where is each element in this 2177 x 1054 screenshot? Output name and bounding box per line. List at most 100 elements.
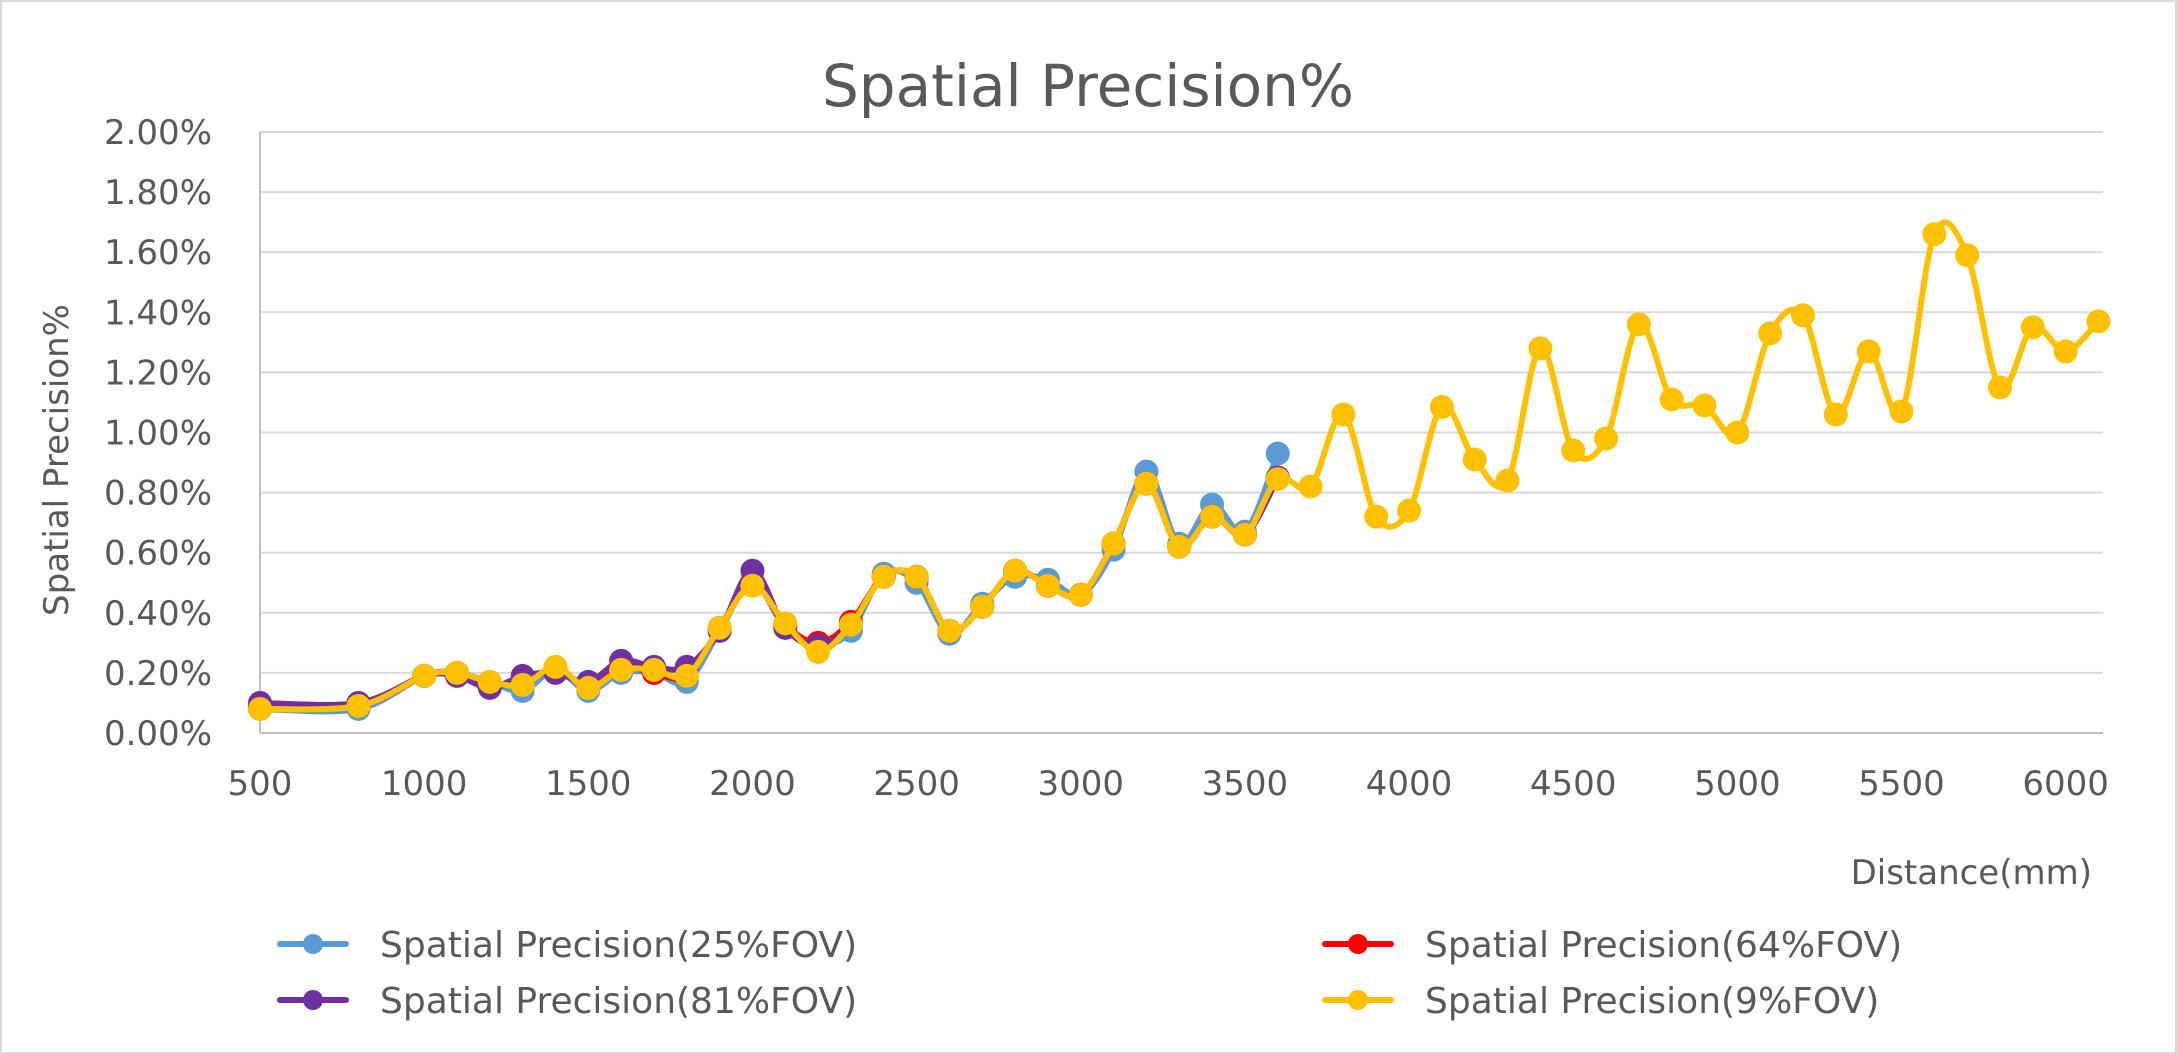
data-point xyxy=(1200,504,1225,529)
data-point xyxy=(1265,467,1290,492)
data-point xyxy=(2086,309,2111,334)
data-point xyxy=(641,657,666,682)
y-tick-label: 1.20% xyxy=(104,353,212,393)
legend-dot-marker xyxy=(303,934,323,954)
data-point xyxy=(937,618,962,643)
x-axis-label: Distance(mm) xyxy=(1851,853,2092,893)
data-point xyxy=(248,696,272,721)
data-point xyxy=(773,611,798,636)
data-point xyxy=(1528,336,1553,361)
legend-label: Spatial Precision(81%FOV) xyxy=(380,981,857,1022)
x-tick-label: 5000 xyxy=(1694,764,1781,804)
data-point xyxy=(1101,531,1126,556)
y-tick-label: 0.60% xyxy=(104,534,212,574)
legend-dot-marker xyxy=(1348,990,1368,1010)
x-tick-label: 2000 xyxy=(709,764,796,804)
x-tick-label: 3000 xyxy=(1037,764,1124,804)
data-point xyxy=(1462,447,1487,472)
data-point xyxy=(1331,402,1356,427)
data-point xyxy=(1035,573,1060,598)
data-point xyxy=(1561,438,1586,463)
data-point xyxy=(871,564,896,589)
y-tick-label: 1.60% xyxy=(104,233,212,273)
legend-item: Spatial Precision(81%FOV) xyxy=(277,981,857,1022)
data-point xyxy=(1692,393,1717,418)
data-point xyxy=(1725,420,1750,445)
data-point xyxy=(1856,339,1881,364)
legend-item: Spatial Precision(9%FOV) xyxy=(1322,981,1879,1022)
data-point xyxy=(543,654,568,679)
data-point xyxy=(1987,375,2012,400)
data-point xyxy=(1167,534,1192,559)
x-tick-label: 2500 xyxy=(873,764,960,804)
series-layer xyxy=(248,219,2111,721)
data-point xyxy=(1791,303,1816,328)
gridlines xyxy=(260,131,2103,674)
data-point xyxy=(674,663,699,688)
data-point xyxy=(510,672,535,697)
data-point xyxy=(1495,468,1520,493)
data-point xyxy=(1594,426,1619,451)
data-point xyxy=(806,639,831,664)
data-point xyxy=(707,615,732,640)
data-point xyxy=(412,663,437,688)
y-tick-label: 2.00% xyxy=(104,113,212,153)
data-point xyxy=(904,564,929,589)
legend-dot-marker xyxy=(303,990,323,1010)
data-point xyxy=(2053,339,2078,364)
legend-dot-marker xyxy=(1348,934,1368,954)
legend-label: Spatial Precision(25%FOV) xyxy=(380,925,857,966)
x-tick-label: 5500 xyxy=(1858,764,1945,804)
data-point xyxy=(1397,498,1422,523)
series-3 xyxy=(248,219,2111,721)
data-point xyxy=(346,693,371,718)
data-point xyxy=(444,660,469,685)
y-tick-label: 1.80% xyxy=(104,173,212,213)
data-point xyxy=(1232,522,1257,547)
data-point xyxy=(1364,504,1389,529)
y-tick-label: 0.40% xyxy=(104,594,212,634)
data-point xyxy=(1068,582,1093,607)
x-tick-label: 1000 xyxy=(381,764,468,804)
legend-label: Spatial Precision(64%FOV) xyxy=(1425,925,1902,966)
data-point xyxy=(740,573,765,598)
data-point xyxy=(1265,441,1290,466)
data-point xyxy=(838,612,863,637)
x-tick-label: 500 xyxy=(228,764,293,804)
data-point xyxy=(1003,558,1028,583)
axes: 0.00% 0.20% 0.40% 0.60% 0.80% 1.00% 1.20% 1.40%… xyxy=(104,113,2109,804)
data-point xyxy=(1823,402,1848,427)
data-point xyxy=(970,594,995,619)
y-tick-label: 0.80% xyxy=(104,474,212,514)
y-tick-label: 1.40% xyxy=(104,293,212,333)
data-point xyxy=(1134,471,1159,496)
data-point xyxy=(1429,394,1454,419)
y-tick-label: 1.00% xyxy=(104,414,212,454)
y-tick-label: 0.00% xyxy=(104,714,212,754)
data-point xyxy=(1955,243,1980,268)
data-point xyxy=(1758,321,1783,346)
data-point xyxy=(1298,474,1323,499)
chart-title: Spatial Precision% xyxy=(822,52,1354,120)
data-point xyxy=(576,675,601,700)
legend-item: Spatial Precision(25%FOV) xyxy=(277,925,857,966)
legend-item: Spatial Precision(64%FOV) xyxy=(1322,925,1902,966)
data-point xyxy=(1889,399,1914,424)
y-axis-label: Spatial Precision% xyxy=(37,304,77,616)
x-tick-label: 6000 xyxy=(2022,764,2109,804)
data-point xyxy=(477,669,502,694)
legend: Spatial Precision(25%FOV) Spatial Precisi… xyxy=(277,925,1902,1022)
data-point xyxy=(1626,312,1651,337)
legend-label: Spatial Precision(9%FOV) xyxy=(1425,981,1879,1022)
data-point xyxy=(1659,387,1684,412)
x-tick-label: 4500 xyxy=(1530,764,1617,804)
data-point xyxy=(2020,315,2045,340)
x-tick-label: 4000 xyxy=(1366,764,1453,804)
x-tick-label: 3500 xyxy=(1202,764,1289,804)
data-point xyxy=(609,657,634,682)
y-tick-label: 0.20% xyxy=(104,654,212,694)
x-tick-label: 1500 xyxy=(545,764,632,804)
data-point xyxy=(1922,222,1947,247)
